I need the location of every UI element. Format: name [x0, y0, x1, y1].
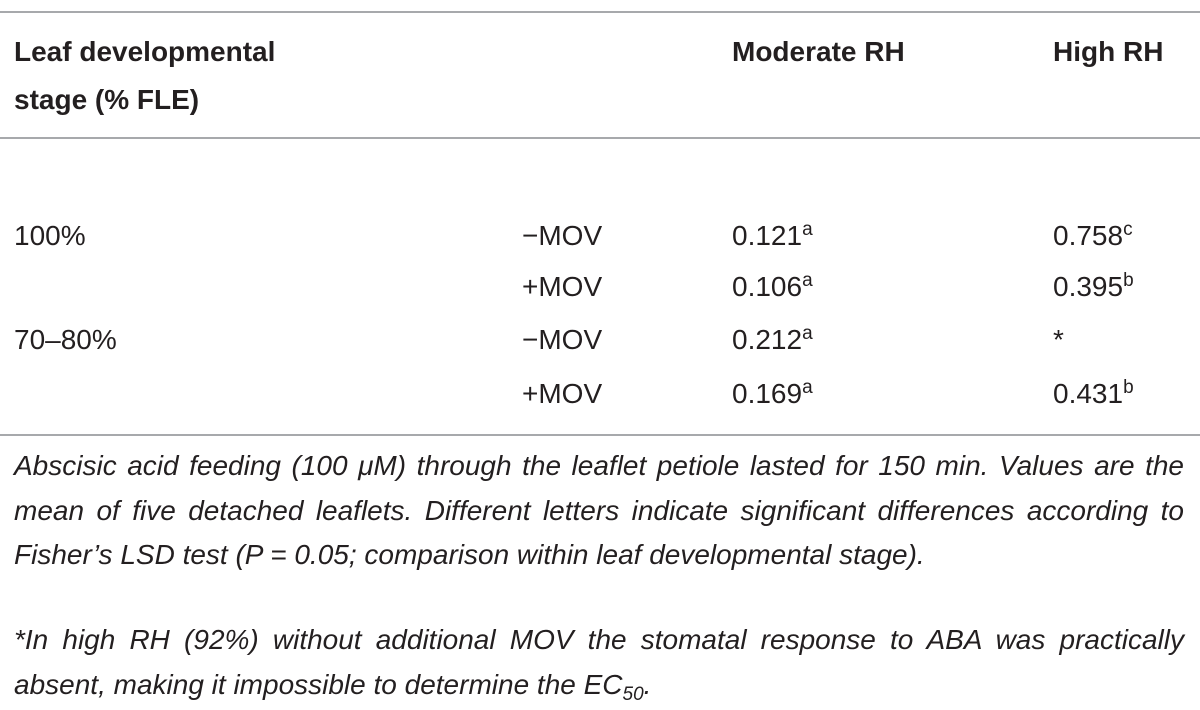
superscript: a [802, 219, 813, 240]
value: 0.106 [732, 271, 803, 302]
value: 0.212 [732, 324, 803, 355]
value: 0.121 [732, 220, 803, 251]
high-cell: 0.758c [1053, 212, 1133, 260]
moderate-cell: 0.169a [732, 370, 813, 418]
value: 0.758 [1053, 220, 1124, 251]
moderate-cell: 0.121a [732, 212, 813, 260]
note-end: . [643, 668, 652, 700]
top-rule [0, 11, 1200, 13]
moderate-cell: 0.212a [732, 316, 813, 364]
superscript: a [802, 270, 813, 291]
high-cell: * [1053, 316, 1064, 364]
superscript: a [802, 377, 813, 398]
value: 0.169 [732, 378, 803, 409]
header-high: High RH [1053, 36, 1164, 67]
superscript: c [1123, 219, 1133, 240]
treatment-cell: −MOV [522, 324, 603, 355]
header-stage: Leaf developmental stage (% FLE) [14, 36, 276, 115]
value: 0.431 [1053, 378, 1124, 409]
superscript: b [1123, 270, 1134, 291]
header-rule [0, 137, 1200, 139]
superscript: b [1123, 377, 1134, 398]
value: * [1053, 324, 1064, 355]
note: Abscisic acid feeding (100 μM) through t… [14, 450, 1184, 570]
value: 0.395 [1053, 271, 1124, 302]
stage-cell: 100% [14, 220, 86, 251]
note: *In high RH (92%) without additional MOV… [14, 618, 1184, 707]
moderate-cell: 0.106a [732, 263, 813, 311]
subscript: 50 [622, 683, 644, 705]
bottom-rule [0, 434, 1200, 436]
note-text: *In high RH (92%) without additional MOV… [14, 624, 1184, 700]
header-moderate: Moderate RH [732, 36, 905, 67]
treatment-cell: +MOV [522, 378, 603, 409]
treatment-cell: +MOV [522, 271, 603, 302]
stage-cell: 70–80% [14, 324, 117, 355]
high-cell: 0.395b [1053, 263, 1134, 311]
high-cell: 0.431b [1053, 370, 1134, 418]
superscript: a [802, 323, 813, 344]
treatment-cell: −MOV [522, 220, 603, 251]
